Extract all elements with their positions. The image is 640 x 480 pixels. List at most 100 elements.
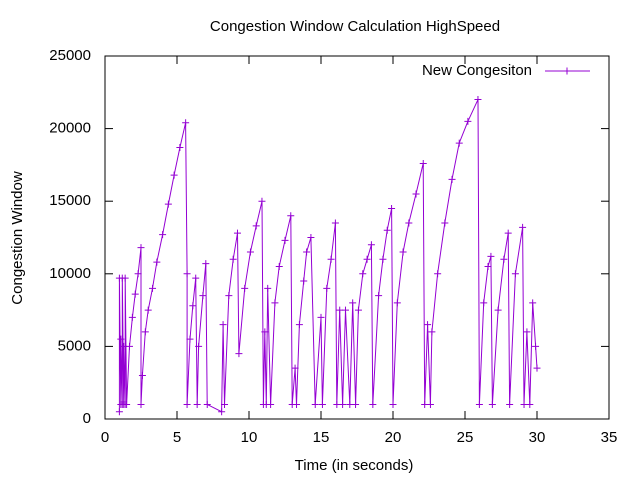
point-marker	[419, 159, 427, 167]
point-marker	[529, 299, 537, 307]
point-marker	[170, 171, 178, 179]
point-marker	[229, 255, 237, 263]
point-marker	[183, 400, 191, 408]
y-tick-label: 25000	[49, 47, 91, 64]
point-marker	[117, 335, 125, 343]
point-marker	[183, 270, 191, 278]
point-marker	[359, 270, 367, 278]
point-marker	[318, 400, 326, 408]
plot-frame	[104, 55, 610, 420]
point-marker	[448, 175, 456, 183]
point-marker	[235, 350, 243, 358]
point-marker	[488, 400, 496, 408]
point-marker	[281, 236, 289, 244]
point-marker	[352, 400, 360, 408]
y-axis-label: Congestion Window	[9, 171, 26, 305]
y-tick-label: 10000	[49, 265, 91, 282]
point-marker	[475, 400, 483, 408]
point-marker	[137, 244, 145, 252]
point-marker	[393, 299, 401, 307]
point-marker	[379, 255, 387, 263]
point-marker	[506, 400, 514, 408]
point-marker	[405, 219, 413, 227]
point-marker	[193, 400, 201, 408]
point-marker	[383, 226, 391, 234]
point-marker	[293, 400, 301, 408]
x-tick-label: 30	[529, 429, 546, 446]
point-marker	[275, 263, 283, 271]
point-marker	[186, 335, 194, 343]
point-marker	[519, 223, 527, 231]
point-marker	[241, 284, 249, 292]
point-marker	[480, 299, 488, 307]
point-marker	[218, 408, 226, 416]
point-marker	[137, 400, 145, 408]
point-marker	[115, 408, 123, 416]
point-marker	[225, 292, 233, 300]
point-marker	[367, 241, 375, 249]
point-marker	[441, 219, 449, 227]
point-marker	[252, 222, 260, 230]
point-marker	[389, 400, 397, 408]
point-marker	[523, 328, 531, 336]
point-marker	[219, 321, 227, 329]
point-marker	[349, 299, 357, 307]
point-marker	[189, 302, 197, 310]
point-marker	[399, 248, 407, 256]
point-marker	[199, 292, 207, 300]
point-marker	[424, 321, 432, 329]
point-marker	[141, 328, 149, 336]
point-marker	[311, 400, 319, 408]
x-tick-label: 10	[241, 429, 258, 446]
y-tick-label: 5000	[58, 337, 91, 354]
y-tick-label: 15000	[49, 192, 91, 209]
x-tick-label: 35	[601, 429, 618, 446]
point-marker	[464, 117, 472, 125]
point-marker	[504, 229, 512, 237]
point-marker	[526, 400, 534, 408]
legend-label: New Congesiton	[422, 62, 532, 79]
point-marker	[258, 197, 266, 205]
point-marker	[195, 342, 203, 350]
point-marker	[267, 400, 275, 408]
point-marker	[500, 255, 508, 263]
chart-title: Congestion Window Calculation HighSpeed	[210, 18, 500, 35]
point-marker	[303, 248, 311, 256]
point-marker	[494, 306, 502, 314]
data-line	[118, 99, 538, 413]
point-marker	[533, 364, 541, 372]
point-marker	[123, 400, 131, 408]
point-marker	[331, 219, 339, 227]
x-tick-label: 20	[385, 429, 402, 446]
point-marker	[317, 313, 325, 321]
point-marker	[144, 306, 152, 314]
point-marker	[434, 270, 442, 278]
point-marker	[300, 277, 308, 285]
point-marker	[474, 96, 482, 104]
point-marker	[149, 284, 157, 292]
point-marker	[363, 255, 371, 263]
point-marker	[339, 400, 347, 408]
point-marker	[295, 321, 303, 329]
point-marker	[369, 400, 377, 408]
point-marker	[426, 400, 434, 408]
point-marker	[221, 400, 229, 408]
y-tick-label: 20000	[49, 120, 91, 137]
point-marker	[264, 284, 272, 292]
point-marker	[271, 299, 279, 307]
point-marker	[182, 119, 190, 127]
legend-marker	[563, 67, 571, 75]
x-axis-label: Time (in seconds)	[295, 457, 414, 474]
point-marker	[341, 306, 349, 314]
point-marker	[138, 371, 146, 379]
point-marker	[153, 258, 161, 266]
point-marker	[307, 234, 315, 241]
point-marker	[375, 292, 383, 300]
point-marker	[487, 252, 495, 260]
point-marker	[131, 290, 139, 298]
point-marker	[176, 143, 184, 151]
point-marker	[159, 231, 167, 239]
point-marker	[388, 204, 396, 212]
x-tick-label: 25	[457, 429, 474, 446]
